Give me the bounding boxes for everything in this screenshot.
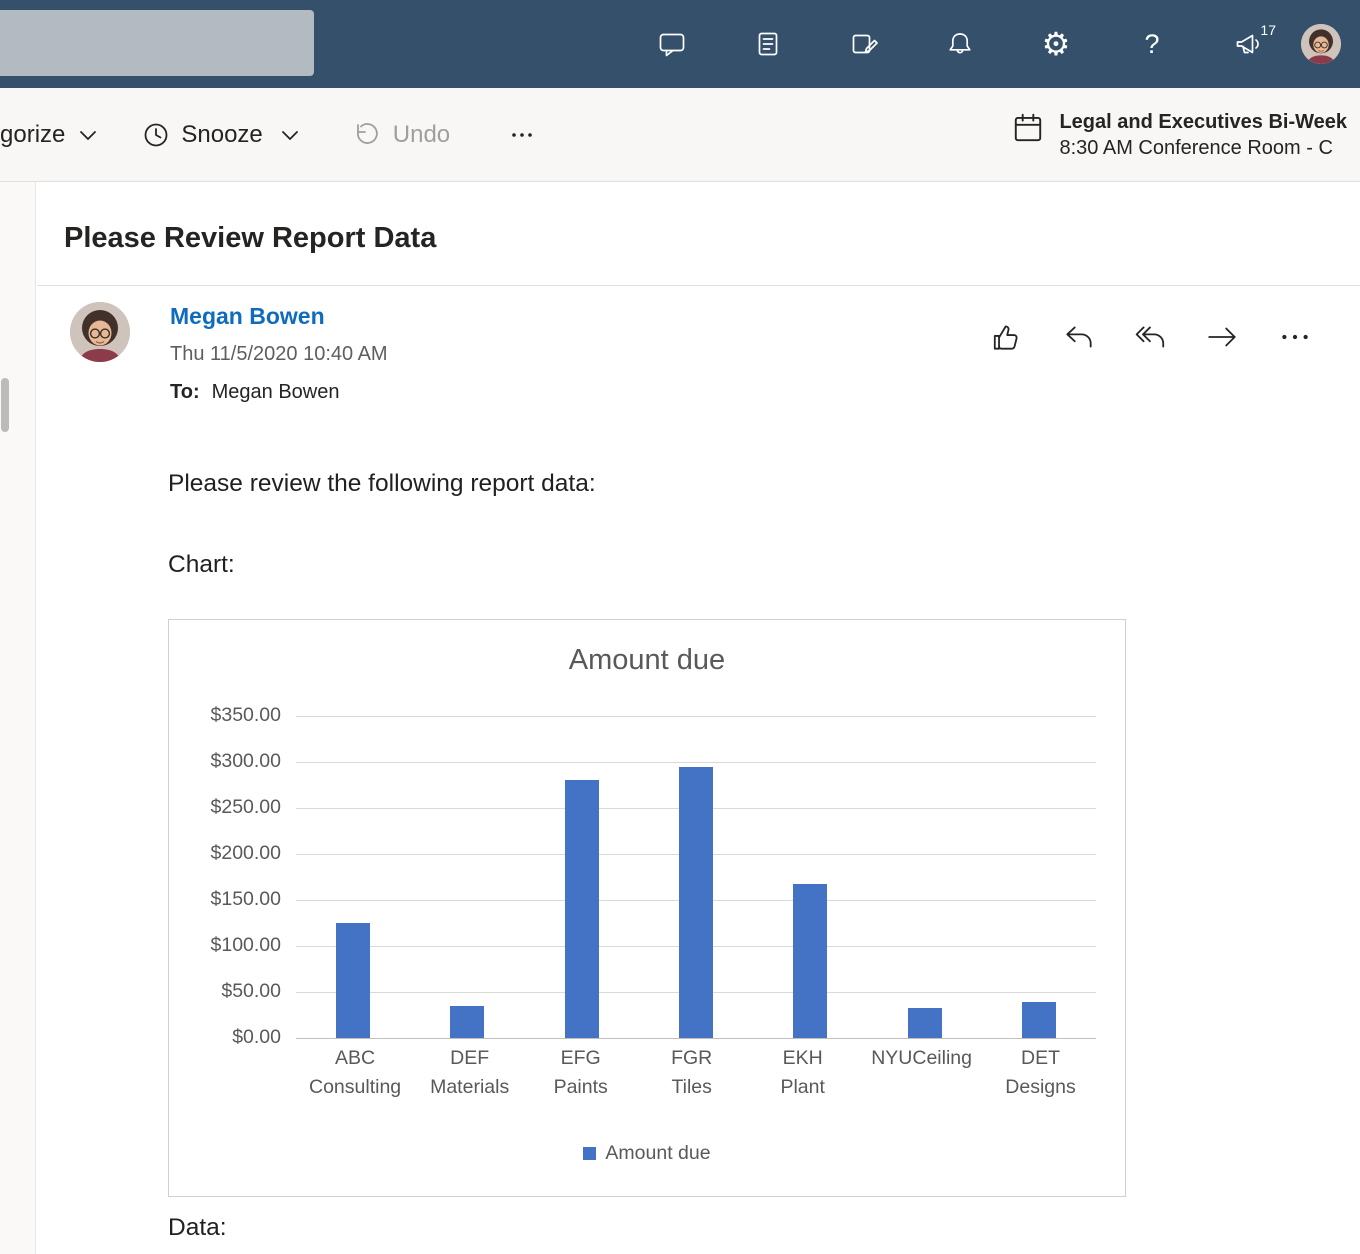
app-header: ⚙ ? 17 (0, 0, 1360, 88)
forward-icon[interactable] (1206, 320, 1240, 354)
chart-bar (1021, 1002, 1056, 1038)
chart-ytick-label: $50.00 (221, 980, 281, 1002)
snooze-button[interactable]: Snooze (141, 120, 350, 150)
more-icon (510, 125, 534, 145)
legend-label: Amount due (605, 1142, 711, 1164)
notification-badge: 17 (1260, 22, 1276, 38)
reply-icon[interactable] (1062, 320, 1096, 354)
main-content: Please Review Report Data (0, 182, 1360, 1254)
calendar-icon (1011, 109, 1045, 145)
chart-ytick-label: $0.00 (232, 1026, 281, 1048)
more-commands-button[interactable] (510, 125, 534, 145)
clock-icon (141, 120, 171, 150)
reply-all-icon[interactable] (1134, 320, 1168, 354)
tasks-icon[interactable] (840, 20, 888, 68)
avatar[interactable] (1301, 24, 1341, 64)
event-subtitle: 8:30 AM Conference Room - C (1059, 136, 1333, 159)
megaphone-icon[interactable]: 17 (1224, 20, 1276, 68)
bell-icon[interactable] (936, 20, 984, 68)
gear-icon[interactable]: ⚙ (1032, 20, 1080, 68)
chart-ytick-label: $250.00 (210, 796, 282, 818)
chart-ytick-label: $100.00 (210, 934, 282, 956)
chart-y-axis: $0.00 $50.00 $100.00 $150.00 $200.00 $250.00 $… (169, 704, 282, 1048)
event-reminder[interactable]: Legal and Executives Bi-Week 8:30 AM Con… (1011, 109, 1347, 161)
sent-datetime: Thu 11/5/2020 10:40 AM (170, 343, 388, 365)
chart-bar (793, 884, 828, 1038)
chart-gridline (296, 716, 1096, 717)
gear-glyph: ⚙ (1041, 26, 1071, 62)
chart-title: Amount due (568, 644, 726, 676)
legend-swatch (583, 1147, 597, 1160)
categorize-button[interactable]: gorize (0, 121, 141, 149)
to-recipients[interactable]: Megan Bowen (211, 381, 340, 403)
to-label: To: (170, 381, 200, 403)
chat-icon[interactable] (648, 20, 696, 68)
topbar-icon-group: ⚙ ? 17 (648, 0, 1341, 88)
undo-icon (351, 120, 381, 150)
scrollbar-thumb[interactable] (1, 378, 9, 432)
chart-category-label: NYUCeiling (871, 1047, 972, 1069)
data-caption: Data: (168, 1214, 227, 1241)
like-icon[interactable] (990, 320, 1024, 354)
chart-bar (679, 766, 713, 1038)
reading-pane: Please Review Report Data (37, 182, 1360, 1254)
help-glyph: ? (1144, 28, 1160, 59)
chart-bar (336, 923, 371, 1038)
message-actions (990, 320, 1312, 354)
chevron-down-icon (279, 125, 301, 145)
chart-ytick-label: $300.00 (210, 750, 282, 772)
left-rail (0, 182, 36, 1254)
chart-bar (450, 1005, 485, 1038)
chart-ytick-label: $150.00 (210, 888, 282, 910)
chart-gridline (296, 1038, 1096, 1039)
chart-bar (564, 780, 599, 1038)
snooze-label: Snooze (181, 120, 263, 148)
bar-chart: Amount due $0.00 $50.00 $100.00 $150.00 $200… (168, 619, 1126, 1197)
event-title: Legal and Executives Bi-Week (1059, 110, 1347, 133)
notebook-icon[interactable] (744, 20, 792, 68)
undo-label: Undo (392, 120, 451, 148)
chart-category-label: EFG Paints (553, 1047, 608, 1098)
chart-category-label: DET Designs (1005, 1047, 1076, 1098)
chart-gridline (296, 762, 1096, 763)
sender-name[interactable]: Megan Bowen (170, 300, 325, 332)
chart-plot-area (296, 716, 1096, 1039)
chart-x-axis: ABC Consulting DEF Materials EFG Paints FGR… (296, 1044, 1096, 1102)
divider (37, 285, 1360, 286)
chart-category-label: DEF Materials (430, 1047, 510, 1098)
page-title: Please Review Report Data (64, 222, 437, 254)
chart-ytick-label: $200.00 (210, 842, 282, 864)
message-body: Please review the following report data:… (168, 416, 1360, 1242)
search-box-placeholder[interactable] (0, 10, 314, 76)
more-icon[interactable] (1278, 320, 1312, 354)
chart-category-label: ABC Consulting (309, 1047, 402, 1098)
recipients-row: To: Megan Bowen (170, 380, 388, 404)
chart-legend: Amount due (169, 1142, 1125, 1165)
help-icon[interactable]: ? (1128, 20, 1176, 68)
sender-avatar[interactable] (70, 302, 130, 362)
chart-category-label: FGR Tiles (671, 1047, 713, 1098)
message-header: Megan Bowen Thu 11/5/2020 10:40 AM To: Me… (37, 286, 1360, 416)
chevron-down-icon (77, 125, 99, 145)
chart-caption: Chart: (168, 551, 235, 578)
chart-category-label: EKH Plant (780, 1047, 825, 1098)
event-text: Legal and Executives Bi-Week 8:30 AM Con… (1059, 109, 1347, 161)
categorize-label: gorize (0, 120, 66, 148)
chart-bar (907, 1007, 942, 1038)
chart-ytick-label: $350.00 (210, 704, 282, 726)
undo-button[interactable]: Undo (351, 120, 450, 150)
message-meta: Megan Bowen Thu 11/5/2020 10:40 AM To: Me… (170, 300, 388, 404)
body-intro: Please review the following report data: (168, 470, 596, 497)
command-bar-left: gorize Snooze Undo (0, 88, 534, 181)
command-bar: gorize Snooze Undo (0, 88, 1360, 182)
